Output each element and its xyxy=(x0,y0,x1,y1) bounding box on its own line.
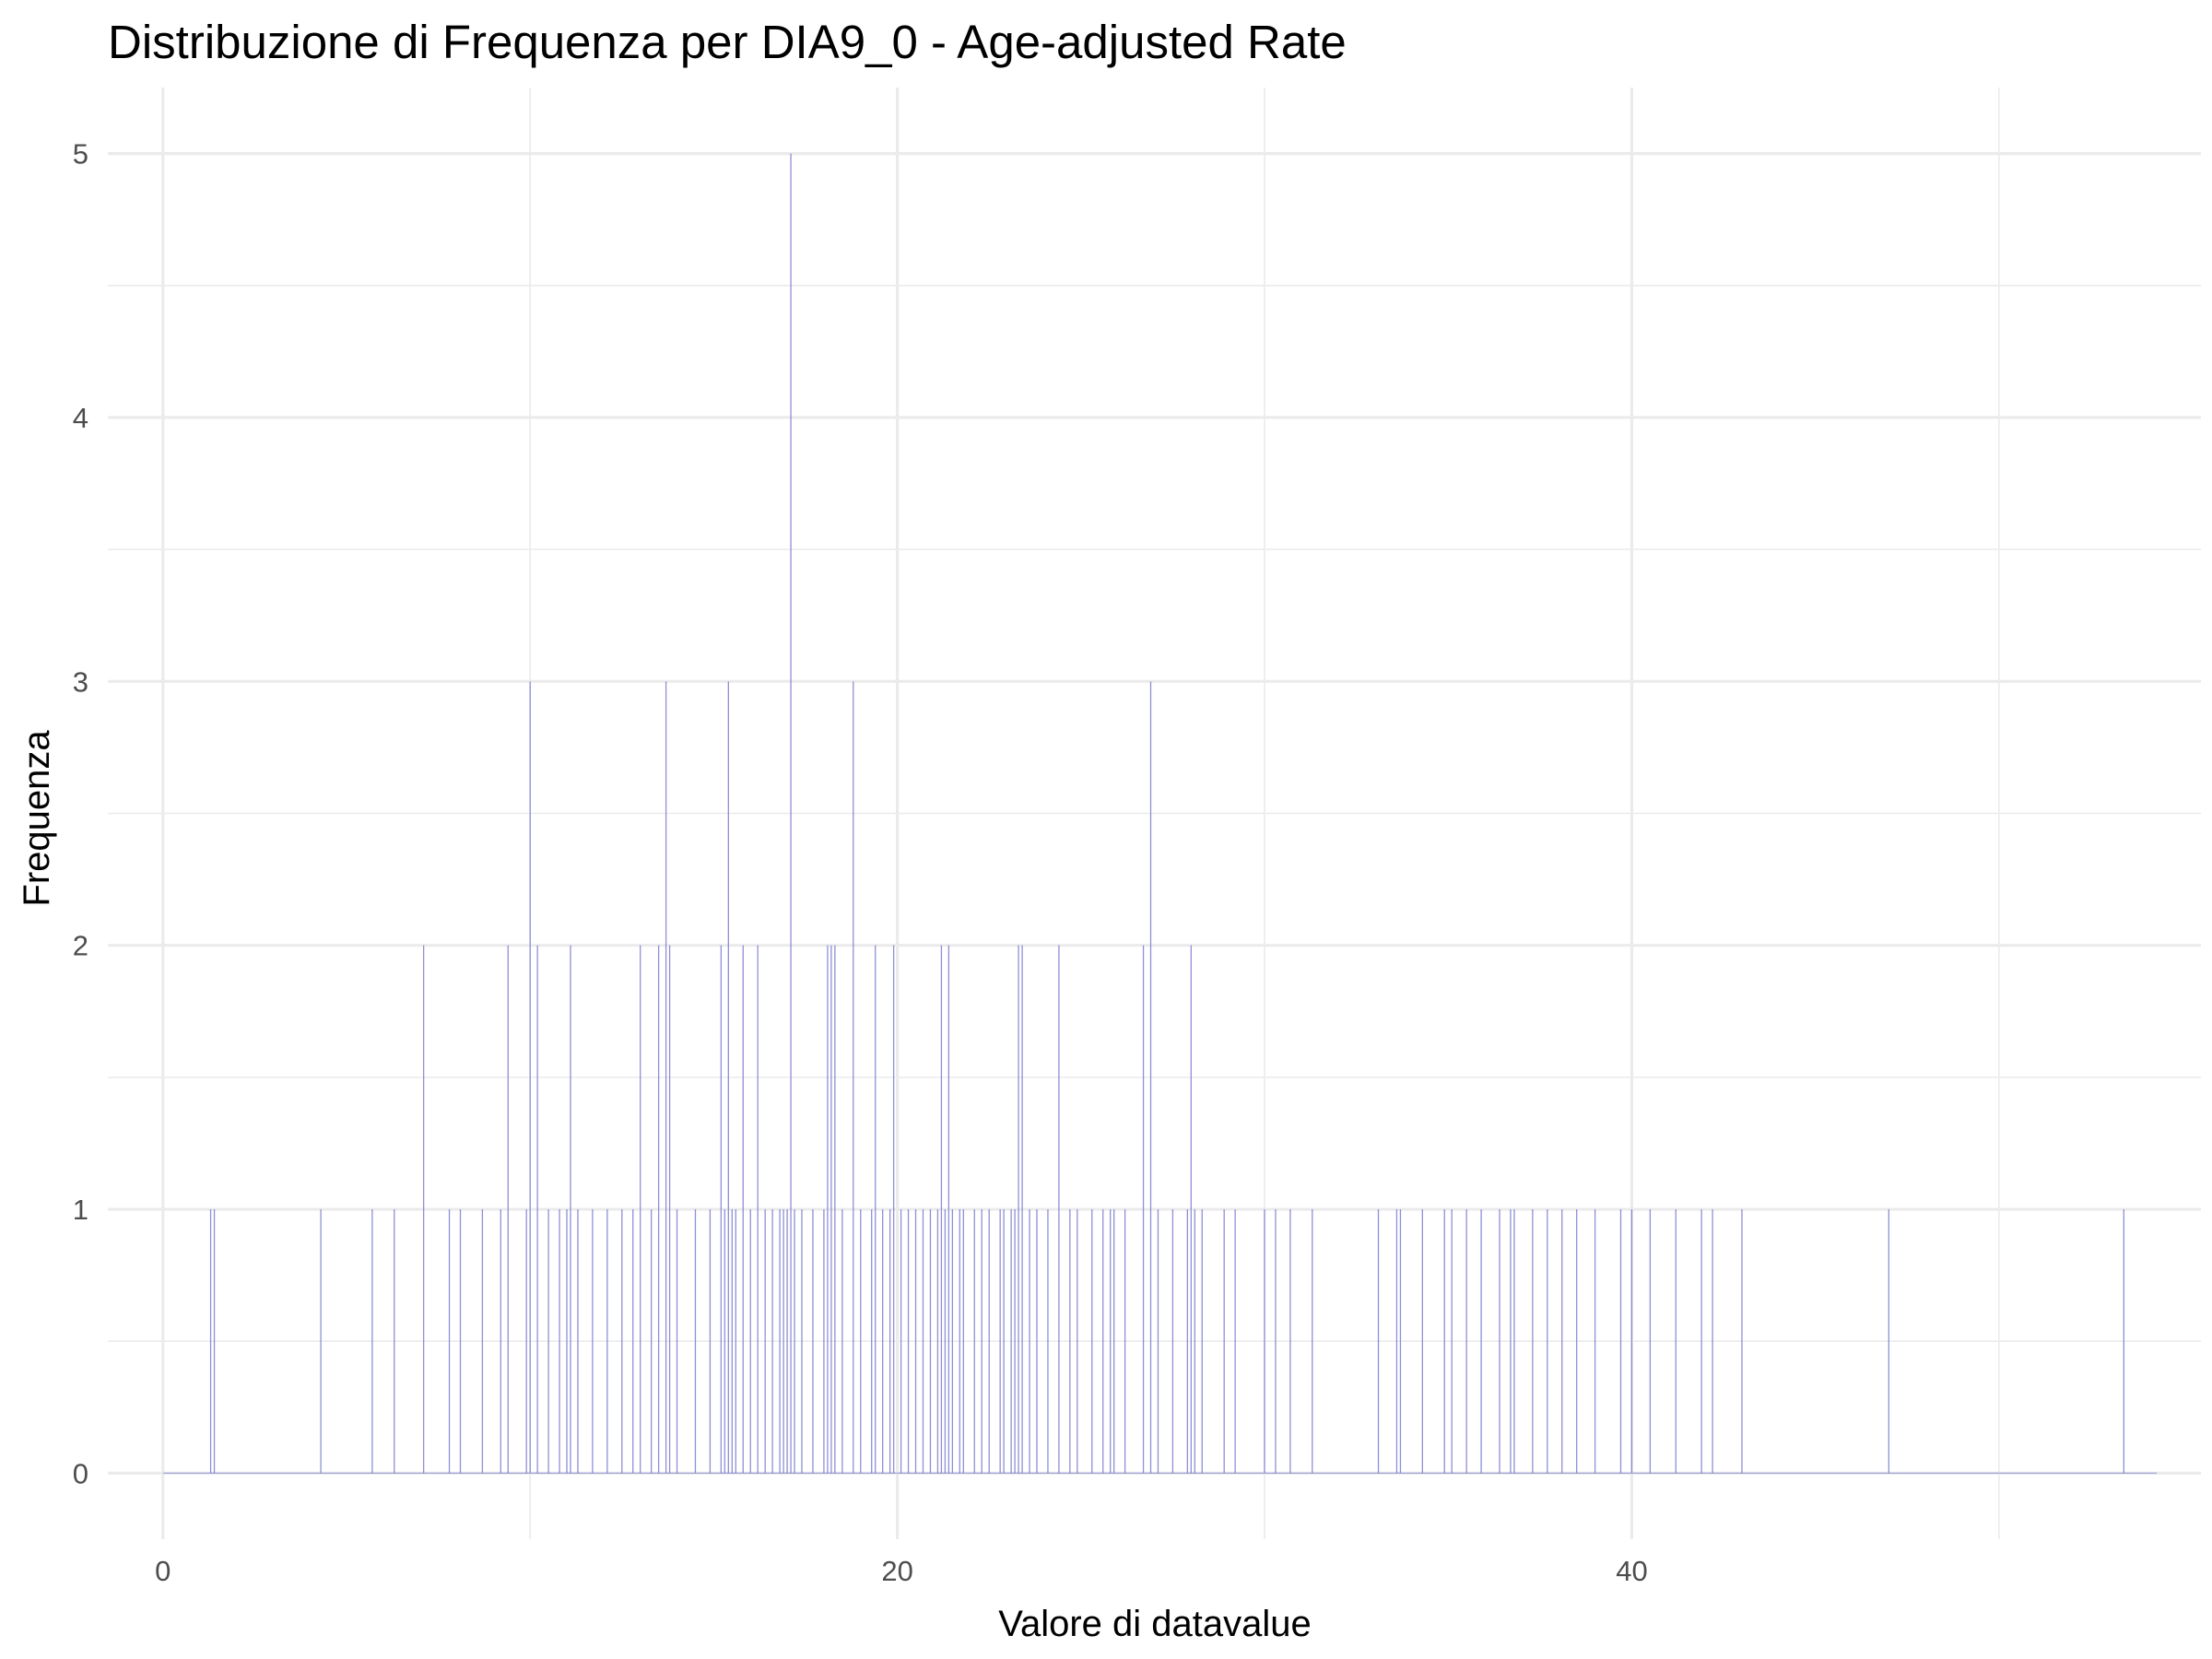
chart-title: Distribuzione di Frequenza per DIA9_0 - … xyxy=(108,16,1347,68)
y-axis-ticks: 0 1 2 3 4 5 xyxy=(73,138,88,1490)
x-tick-label: 20 xyxy=(881,1555,912,1587)
x-axis-ticks: 0 20 40 xyxy=(155,1555,1648,1587)
x-tick-label: 40 xyxy=(1616,1555,1647,1587)
y-tick-label: 1 xyxy=(73,1194,88,1226)
y-tick-label: 4 xyxy=(73,402,88,434)
y-axis-title: Frequenza xyxy=(17,730,57,907)
y-tick-label: 2 xyxy=(73,930,88,962)
y-tick-label: 0 xyxy=(73,1457,88,1489)
y-tick-label: 3 xyxy=(73,665,88,698)
x-axis-title: Valore di datavalue xyxy=(998,1604,1312,1644)
y-tick-label: 5 xyxy=(73,138,88,171)
histogram-bars xyxy=(162,153,2158,1475)
grid-minor-lines xyxy=(108,88,2201,1539)
x-tick-label: 0 xyxy=(155,1555,171,1587)
